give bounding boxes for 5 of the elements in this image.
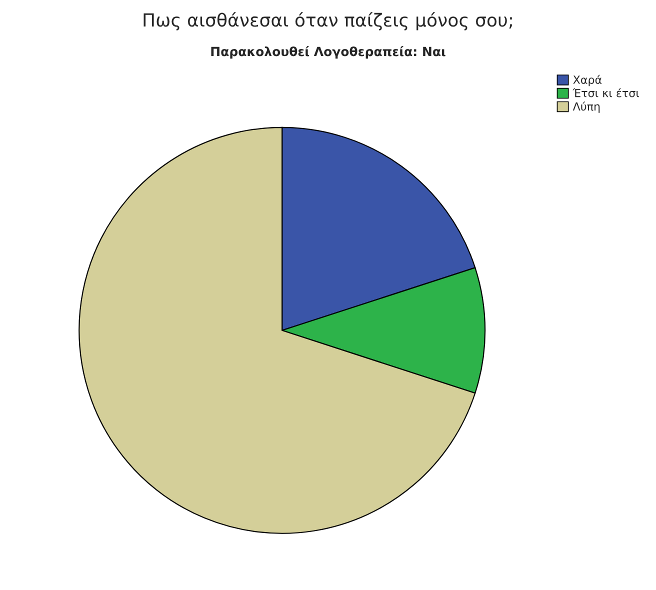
legend-label: Χαρά <box>573 74 602 86</box>
legend-label: Έτσι κι έτσι <box>572 88 640 98</box>
legend-label: Λύπη <box>572 102 600 113</box>
chart-title: Πως αισθάνεσαι όταν παίζεις μόνος σου; <box>144 12 512 30</box>
chart-subtitle: Παρακολουθεί Λογοθεραπεία: Ναι <box>211 46 446 59</box>
